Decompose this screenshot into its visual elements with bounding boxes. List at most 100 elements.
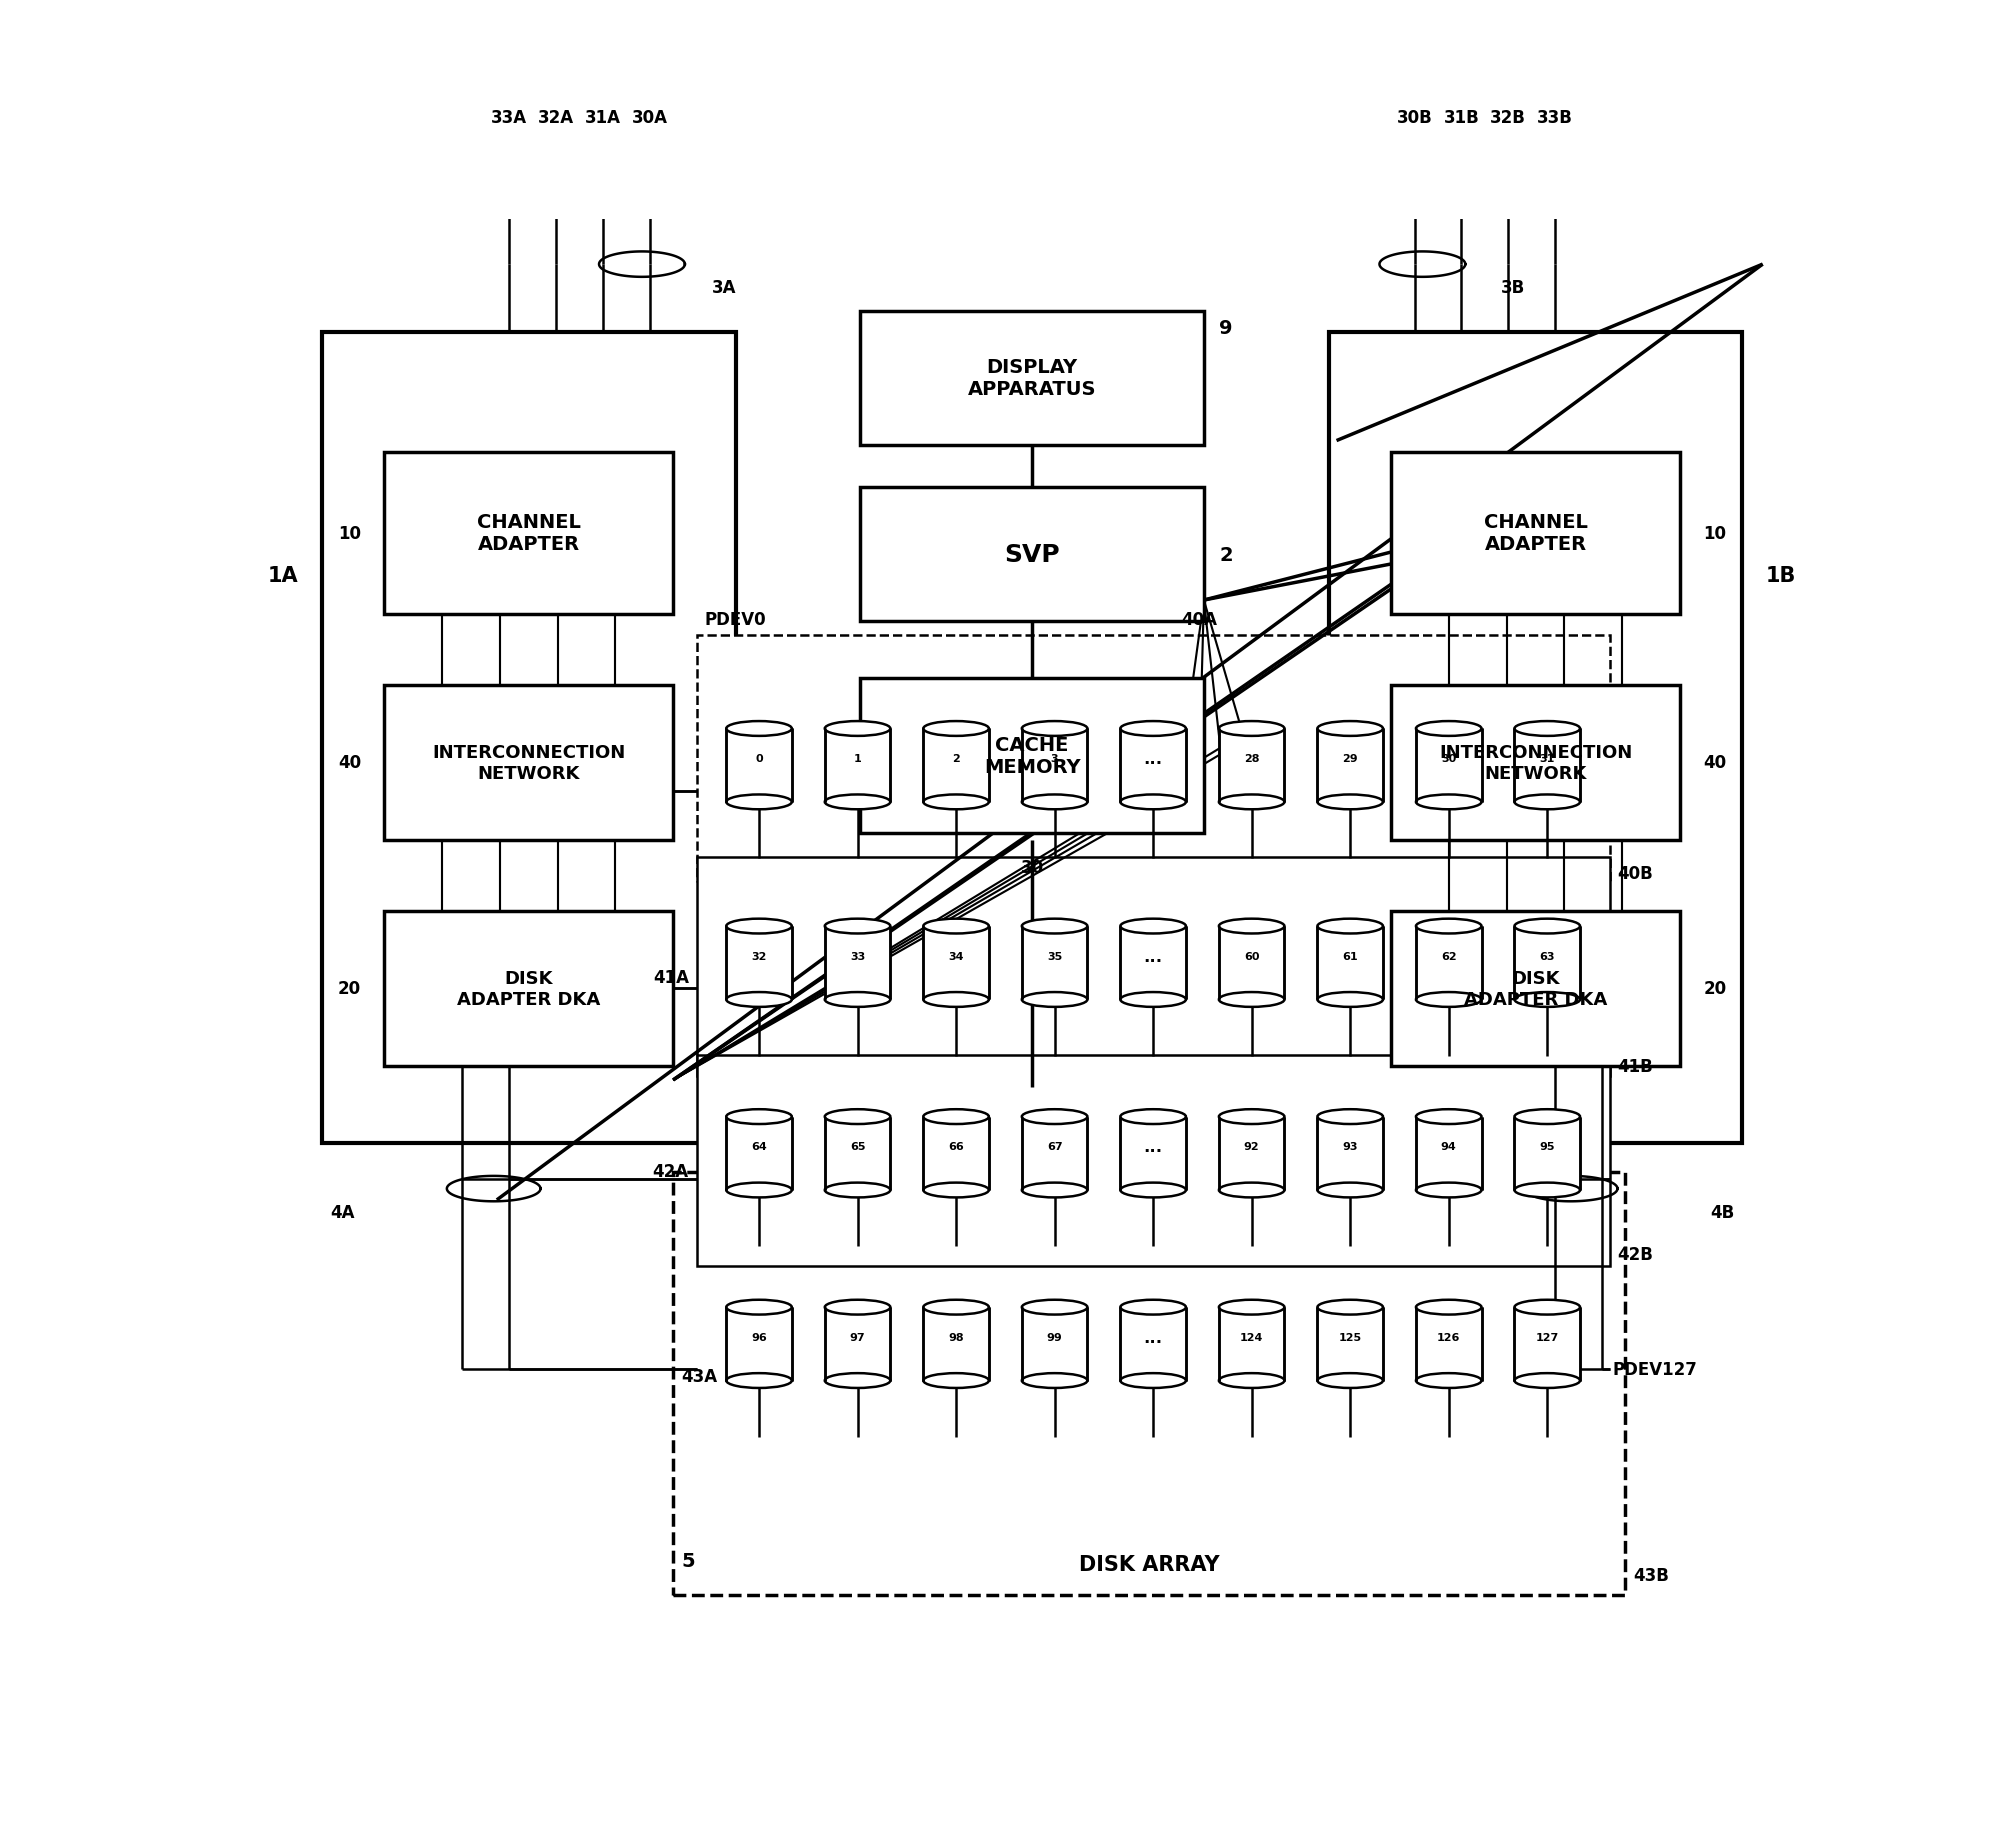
Text: 1A: 1A bbox=[268, 566, 298, 586]
Bar bbox=[1317, 1308, 1384, 1381]
Text: DISK
ADAPTER DKA: DISK ADAPTER DKA bbox=[457, 969, 600, 1008]
FancyBboxPatch shape bbox=[697, 857, 1609, 1075]
Ellipse shape bbox=[1120, 1301, 1186, 1315]
Ellipse shape bbox=[922, 993, 989, 1008]
Text: 33B: 33B bbox=[1537, 108, 1573, 126]
Text: CHANNEL
ADAPTER: CHANNEL ADAPTER bbox=[477, 513, 580, 555]
Bar bbox=[1120, 1118, 1186, 1191]
Text: 64: 64 bbox=[751, 1141, 767, 1152]
Text: 66: 66 bbox=[949, 1141, 965, 1152]
Ellipse shape bbox=[1416, 1110, 1482, 1125]
Text: 3: 3 bbox=[1051, 753, 1059, 764]
Ellipse shape bbox=[727, 993, 792, 1008]
Bar bbox=[1120, 1308, 1186, 1381]
Bar bbox=[826, 1308, 890, 1381]
Bar bbox=[922, 1118, 989, 1191]
Text: 29: 29 bbox=[1343, 753, 1357, 764]
Bar bbox=[1416, 927, 1482, 1000]
Text: 41A: 41A bbox=[653, 969, 689, 987]
Ellipse shape bbox=[1317, 722, 1384, 736]
Text: 30B: 30B bbox=[1396, 108, 1432, 126]
Ellipse shape bbox=[826, 1110, 890, 1125]
Bar bbox=[1120, 927, 1186, 1000]
Ellipse shape bbox=[1515, 920, 1581, 934]
Bar bbox=[1021, 1308, 1088, 1381]
Text: 40B: 40B bbox=[1617, 865, 1653, 883]
Text: 32: 32 bbox=[751, 951, 767, 962]
Ellipse shape bbox=[1317, 1183, 1384, 1198]
Ellipse shape bbox=[1317, 1374, 1384, 1389]
Ellipse shape bbox=[1317, 920, 1384, 934]
Text: SVP: SVP bbox=[1005, 542, 1059, 566]
Text: 32A: 32A bbox=[538, 108, 574, 126]
Text: 1B: 1B bbox=[1766, 566, 1796, 586]
Text: 20: 20 bbox=[1704, 980, 1726, 998]
FancyBboxPatch shape bbox=[860, 311, 1204, 445]
Text: 63: 63 bbox=[1539, 951, 1555, 962]
Bar bbox=[1515, 1308, 1581, 1381]
Text: INTERCONNECTION
NETWORK: INTERCONNECTION NETWORK bbox=[1438, 744, 1631, 782]
Ellipse shape bbox=[922, 1110, 989, 1125]
FancyBboxPatch shape bbox=[860, 678, 1204, 834]
Bar bbox=[1021, 729, 1088, 802]
Ellipse shape bbox=[922, 722, 989, 736]
Text: ...: ... bbox=[1144, 947, 1162, 965]
Bar bbox=[922, 927, 989, 1000]
Bar bbox=[727, 1308, 792, 1381]
FancyBboxPatch shape bbox=[860, 487, 1204, 621]
FancyBboxPatch shape bbox=[1392, 685, 1680, 841]
Ellipse shape bbox=[1515, 722, 1581, 736]
Ellipse shape bbox=[826, 795, 890, 810]
Text: 1: 1 bbox=[854, 753, 862, 764]
Ellipse shape bbox=[1021, 1374, 1088, 1389]
Bar bbox=[1218, 729, 1285, 802]
Text: 93: 93 bbox=[1343, 1141, 1357, 1152]
Ellipse shape bbox=[826, 1183, 890, 1198]
Ellipse shape bbox=[1120, 920, 1186, 934]
FancyBboxPatch shape bbox=[385, 911, 673, 1066]
Bar bbox=[1317, 1118, 1384, 1191]
Text: 31: 31 bbox=[1539, 753, 1555, 764]
Ellipse shape bbox=[1416, 993, 1482, 1008]
Text: 95: 95 bbox=[1539, 1141, 1555, 1152]
Ellipse shape bbox=[727, 1110, 792, 1125]
Bar bbox=[922, 1308, 989, 1381]
Ellipse shape bbox=[1317, 993, 1384, 1008]
Text: 28: 28 bbox=[1245, 753, 1259, 764]
Bar bbox=[922, 729, 989, 802]
Bar bbox=[1416, 729, 1482, 802]
Ellipse shape bbox=[1416, 1374, 1482, 1389]
Text: CHANNEL
ADAPTER: CHANNEL ADAPTER bbox=[1484, 513, 1587, 555]
Text: 98: 98 bbox=[949, 1332, 965, 1343]
Ellipse shape bbox=[1021, 993, 1088, 1008]
Text: 30A: 30A bbox=[632, 108, 669, 126]
Ellipse shape bbox=[922, 1374, 989, 1389]
Text: 94: 94 bbox=[1440, 1141, 1456, 1152]
Text: DISK
ADAPTER DKA: DISK ADAPTER DKA bbox=[1464, 969, 1607, 1008]
Text: 40: 40 bbox=[338, 755, 361, 771]
Text: ...: ... bbox=[1144, 1328, 1162, 1347]
Text: 2: 2 bbox=[1220, 546, 1233, 564]
Ellipse shape bbox=[727, 795, 792, 810]
Ellipse shape bbox=[1416, 1301, 1482, 1315]
Bar bbox=[727, 729, 792, 802]
Ellipse shape bbox=[1021, 795, 1088, 810]
Ellipse shape bbox=[1120, 1374, 1186, 1389]
Ellipse shape bbox=[1021, 722, 1088, 736]
Text: 32B: 32B bbox=[1490, 108, 1527, 126]
Ellipse shape bbox=[1317, 795, 1384, 810]
Ellipse shape bbox=[1021, 920, 1088, 934]
Bar bbox=[1218, 927, 1285, 1000]
Ellipse shape bbox=[1218, 722, 1285, 736]
Bar bbox=[1317, 729, 1384, 802]
Ellipse shape bbox=[1218, 795, 1285, 810]
Text: 20: 20 bbox=[338, 980, 361, 998]
Bar bbox=[1515, 1118, 1581, 1191]
Ellipse shape bbox=[1021, 1183, 1088, 1198]
Text: 127: 127 bbox=[1535, 1332, 1559, 1343]
Bar bbox=[727, 927, 792, 1000]
Ellipse shape bbox=[727, 1183, 792, 1198]
Ellipse shape bbox=[1317, 1301, 1384, 1315]
Text: 4A: 4A bbox=[330, 1204, 354, 1222]
Ellipse shape bbox=[1218, 1374, 1285, 1389]
